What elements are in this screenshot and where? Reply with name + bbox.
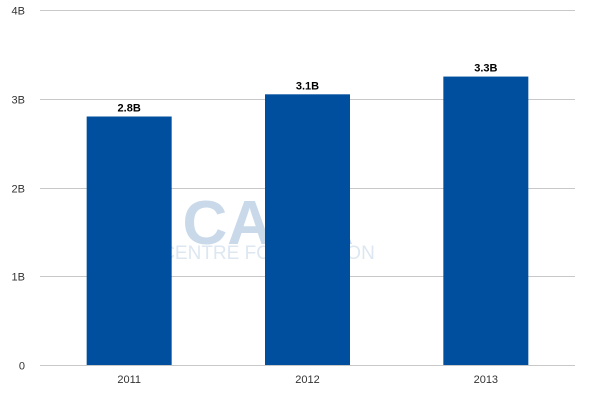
bar-2012 — [265, 94, 350, 365]
y-axis-ticks: 0 1B 2B 3B 4B — [12, 6, 25, 373]
data-label-2011: 2.8B — [118, 103, 141, 115]
y-tick-label: 4B — [12, 6, 25, 18]
y-tick-label: 0 — [19, 361, 25, 373]
data-label-2012: 3.1B — [296, 80, 319, 92]
x-axis-ticks: 2011 2012 2013 — [117, 374, 498, 386]
x-tick-label-2013: 2013 — [474, 374, 498, 386]
x-tick-label-2012: 2012 — [295, 374, 319, 386]
data-label-2013: 3.3B — [474, 63, 497, 75]
bar-2013 — [443, 76, 529, 365]
x-tick-label-2011: 2011 — [117, 374, 141, 386]
bars — [86, 76, 529, 365]
y-tick-label: 2B — [12, 184, 25, 196]
bar-2011 — [86, 116, 172, 365]
y-tick-label: 3B — [12, 95, 25, 107]
data-labels: 2.8B 3.1B 3.3B — [118, 63, 498, 115]
y-tick-label: 1B — [12, 272, 25, 284]
